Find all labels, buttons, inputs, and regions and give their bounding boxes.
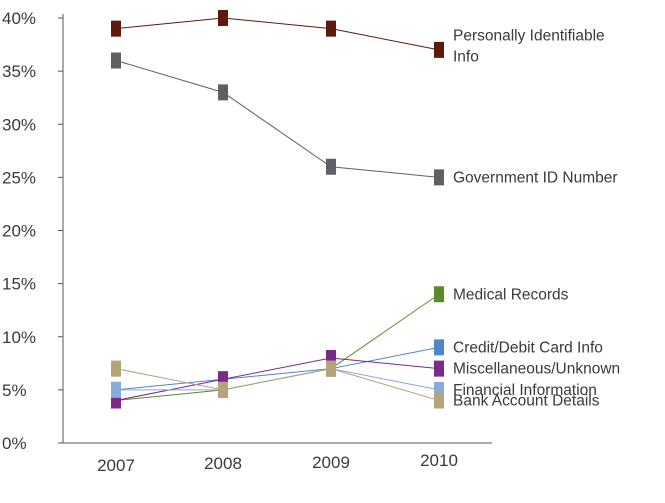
x-tick-label: 2008 — [204, 454, 242, 473]
data-point-marker — [326, 20, 336, 37]
series-label: Medical Records — [453, 286, 569, 303]
series-label: Bank Account Details — [453, 393, 600, 410]
y-axis-ticks: 0% 5% 10% 15% 20% 25% 30% 35% 40% — [2, 9, 63, 453]
data-point-marker — [111, 381, 121, 398]
y-tick-label: 35% — [2, 62, 36, 81]
data-point-marker — [434, 360, 444, 377]
data-point-marker — [434, 339, 444, 356]
y-tick-label: 5% — [2, 381, 27, 400]
y-tick-label: 10% — [2, 328, 36, 347]
x-tick-label: 2010 — [420, 451, 458, 470]
y-tick-label: 30% — [2, 115, 36, 134]
data-point-marker — [326, 360, 336, 377]
y-tick-label: 15% — [2, 275, 36, 294]
series-label: Credit/Debit Card Info — [453, 339, 603, 356]
data-point-marker — [218, 10, 228, 26]
data-point-marker — [111, 52, 121, 69]
y-tick-label: 40% — [2, 9, 36, 28]
series-label: Info — [453, 48, 479, 65]
series-label: Miscellaneous/Unknown — [453, 361, 620, 378]
series-labels: Personally Identifiable Info Government ID… — [453, 27, 620, 409]
data-point-marker — [111, 20, 121, 37]
data-point-marker — [218, 84, 228, 101]
series-label: Government ID Number — [453, 169, 618, 186]
data-point-marker — [434, 381, 444, 398]
series-line — [115, 346, 440, 391]
data-point-marker — [326, 350, 336, 366]
series-lines — [115, 17, 440, 401]
x-tick-label: 2007 — [97, 456, 135, 475]
y-tick-label: 0% — [2, 434, 27, 453]
data-point-marker — [434, 41, 444, 58]
y-tick-label: 20% — [2, 222, 36, 241]
series-markers — [111, 10, 444, 409]
series-line — [115, 60, 440, 178]
data-point-marker — [111, 392, 121, 409]
series-line — [115, 17, 440, 51]
data-point-marker — [111, 360, 121, 377]
data-point-marker — [218, 381, 228, 398]
axes — [62, 14, 492, 444]
data-point-marker — [218, 371, 228, 388]
x-axis-ticks: 2007 2008 2009 2010 — [97, 451, 458, 475]
data-point-marker — [434, 286, 444, 303]
series-label: Personally Identifiable — [453, 27, 605, 44]
x-tick-label: 2009 — [312, 453, 350, 472]
series-label: Financial Information — [453, 382, 597, 399]
series-line — [115, 368, 440, 401]
data-point-marker — [434, 392, 444, 409]
data-point-marker — [326, 158, 336, 175]
y-tick-label: 25% — [2, 168, 36, 187]
data-point-marker — [434, 169, 444, 186]
